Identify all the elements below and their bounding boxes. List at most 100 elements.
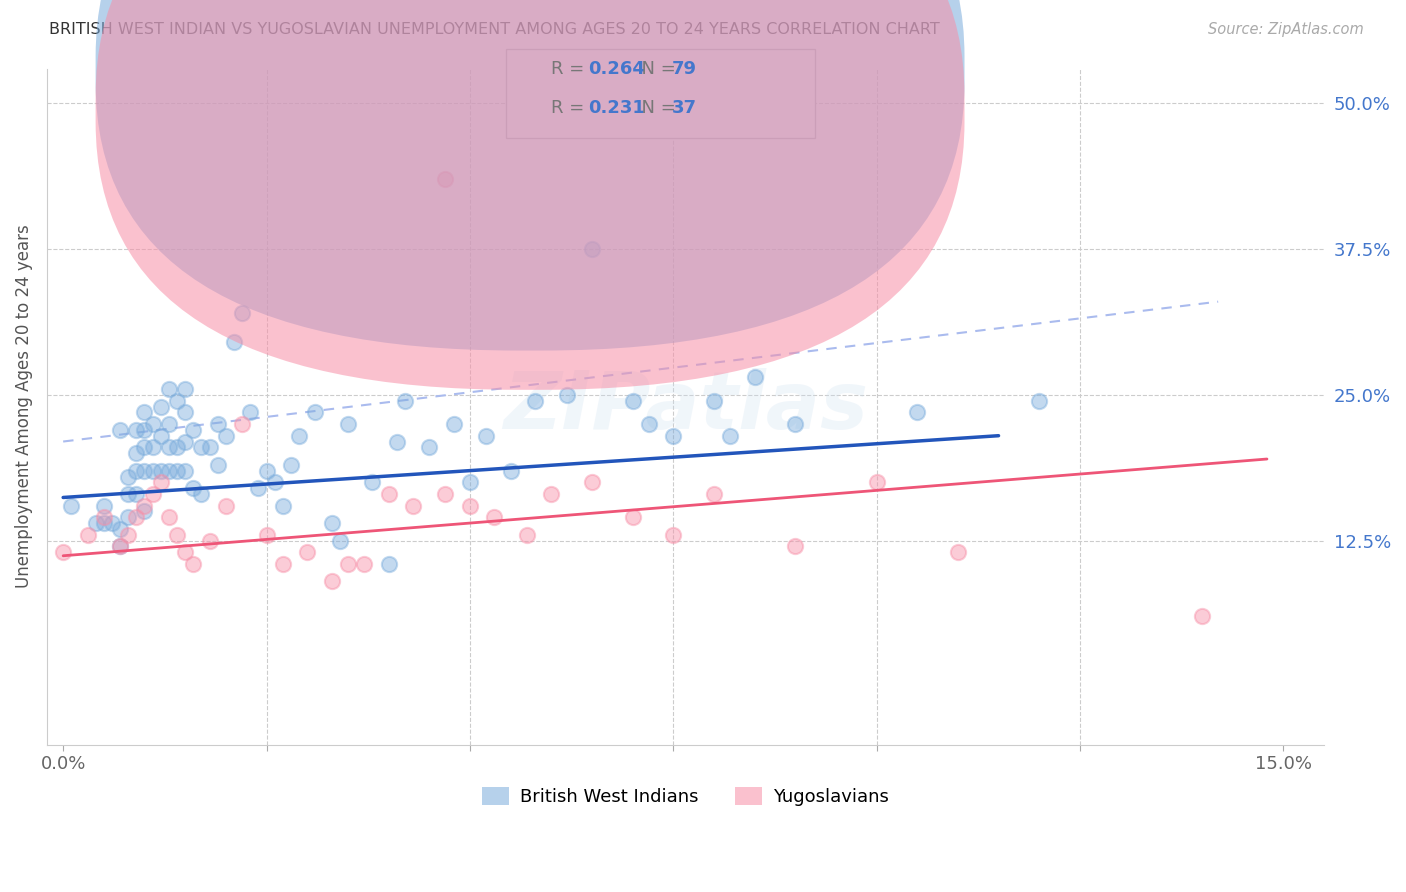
Point — [484, 510, 506, 524]
Point — [581, 475, 603, 490]
Point — [207, 417, 229, 431]
Point — [458, 499, 481, 513]
Point — [523, 393, 546, 408]
Point — [434, 487, 457, 501]
Point — [125, 446, 148, 460]
Point — [84, 516, 107, 530]
Point — [134, 504, 156, 518]
Point — [52, 545, 75, 559]
Point — [190, 487, 212, 501]
Point — [321, 516, 343, 530]
Point — [280, 458, 302, 472]
Point — [377, 487, 399, 501]
Point — [198, 441, 221, 455]
Point — [865, 475, 887, 490]
Point — [60, 499, 83, 513]
Text: 0.264: 0.264 — [588, 60, 644, 78]
Point — [157, 382, 180, 396]
Point — [215, 428, 238, 442]
Point — [288, 428, 311, 442]
Point — [581, 242, 603, 256]
Point — [76, 528, 98, 542]
Point — [662, 528, 685, 542]
Point — [239, 405, 262, 419]
Point — [785, 540, 807, 554]
Point — [157, 510, 180, 524]
Point — [166, 464, 188, 478]
Point — [304, 405, 326, 419]
Point — [149, 464, 172, 478]
Point — [157, 464, 180, 478]
Point — [785, 417, 807, 431]
Point — [190, 441, 212, 455]
Text: ZIPatlas: ZIPatlas — [503, 368, 868, 446]
Point — [540, 487, 562, 501]
Point — [703, 487, 725, 501]
Point — [142, 441, 165, 455]
Text: N =: N = — [630, 60, 676, 78]
Point — [149, 428, 172, 442]
Point — [174, 405, 197, 419]
Point — [621, 510, 644, 524]
Point — [718, 428, 741, 442]
Point — [475, 428, 498, 442]
Point — [905, 405, 928, 419]
Point — [174, 382, 197, 396]
Point — [271, 499, 294, 513]
Legend: British West Indians, Yugoslavians: British West Indians, Yugoslavians — [475, 780, 896, 814]
Point — [198, 533, 221, 548]
Point — [499, 464, 522, 478]
Text: Source: ZipAtlas.com: Source: ZipAtlas.com — [1208, 22, 1364, 37]
Point — [353, 557, 375, 571]
Point — [394, 393, 416, 408]
Point — [125, 464, 148, 478]
Point — [108, 522, 131, 536]
Point — [418, 441, 440, 455]
Point — [181, 557, 204, 571]
Point — [117, 469, 139, 483]
Point — [295, 545, 318, 559]
Point — [134, 423, 156, 437]
Point — [703, 393, 725, 408]
Point — [166, 441, 188, 455]
Point — [181, 423, 204, 437]
Point — [256, 528, 278, 542]
Point — [125, 510, 148, 524]
Point — [458, 475, 481, 490]
Point — [181, 481, 204, 495]
Point — [271, 557, 294, 571]
Point — [166, 528, 188, 542]
Point — [361, 475, 384, 490]
Point — [637, 417, 659, 431]
Point — [142, 487, 165, 501]
Point — [263, 475, 285, 490]
Point — [443, 417, 465, 431]
Point — [231, 417, 253, 431]
Point — [93, 510, 115, 524]
Text: R =: R = — [551, 99, 591, 117]
Point — [108, 423, 131, 437]
Point — [377, 557, 399, 571]
Point — [744, 370, 766, 384]
Point — [157, 417, 180, 431]
Point — [157, 441, 180, 455]
Point — [247, 481, 270, 495]
Point — [142, 417, 165, 431]
Text: N =: N = — [630, 99, 676, 117]
Point — [134, 499, 156, 513]
Point — [174, 545, 197, 559]
Point — [101, 516, 124, 530]
Point — [329, 533, 352, 548]
Point — [222, 335, 245, 350]
Point — [125, 487, 148, 501]
Point — [117, 487, 139, 501]
Text: BRITISH WEST INDIAN VS YUGOSLAVIAN UNEMPLOYMENT AMONG AGES 20 TO 24 YEARS CORREL: BRITISH WEST INDIAN VS YUGOSLAVIAN UNEMP… — [49, 22, 941, 37]
Point — [946, 545, 969, 559]
Point — [256, 464, 278, 478]
Text: R =: R = — [551, 60, 591, 78]
Point — [134, 464, 156, 478]
Point — [402, 499, 425, 513]
Point — [321, 574, 343, 589]
Point — [108, 540, 131, 554]
Point — [336, 417, 359, 431]
